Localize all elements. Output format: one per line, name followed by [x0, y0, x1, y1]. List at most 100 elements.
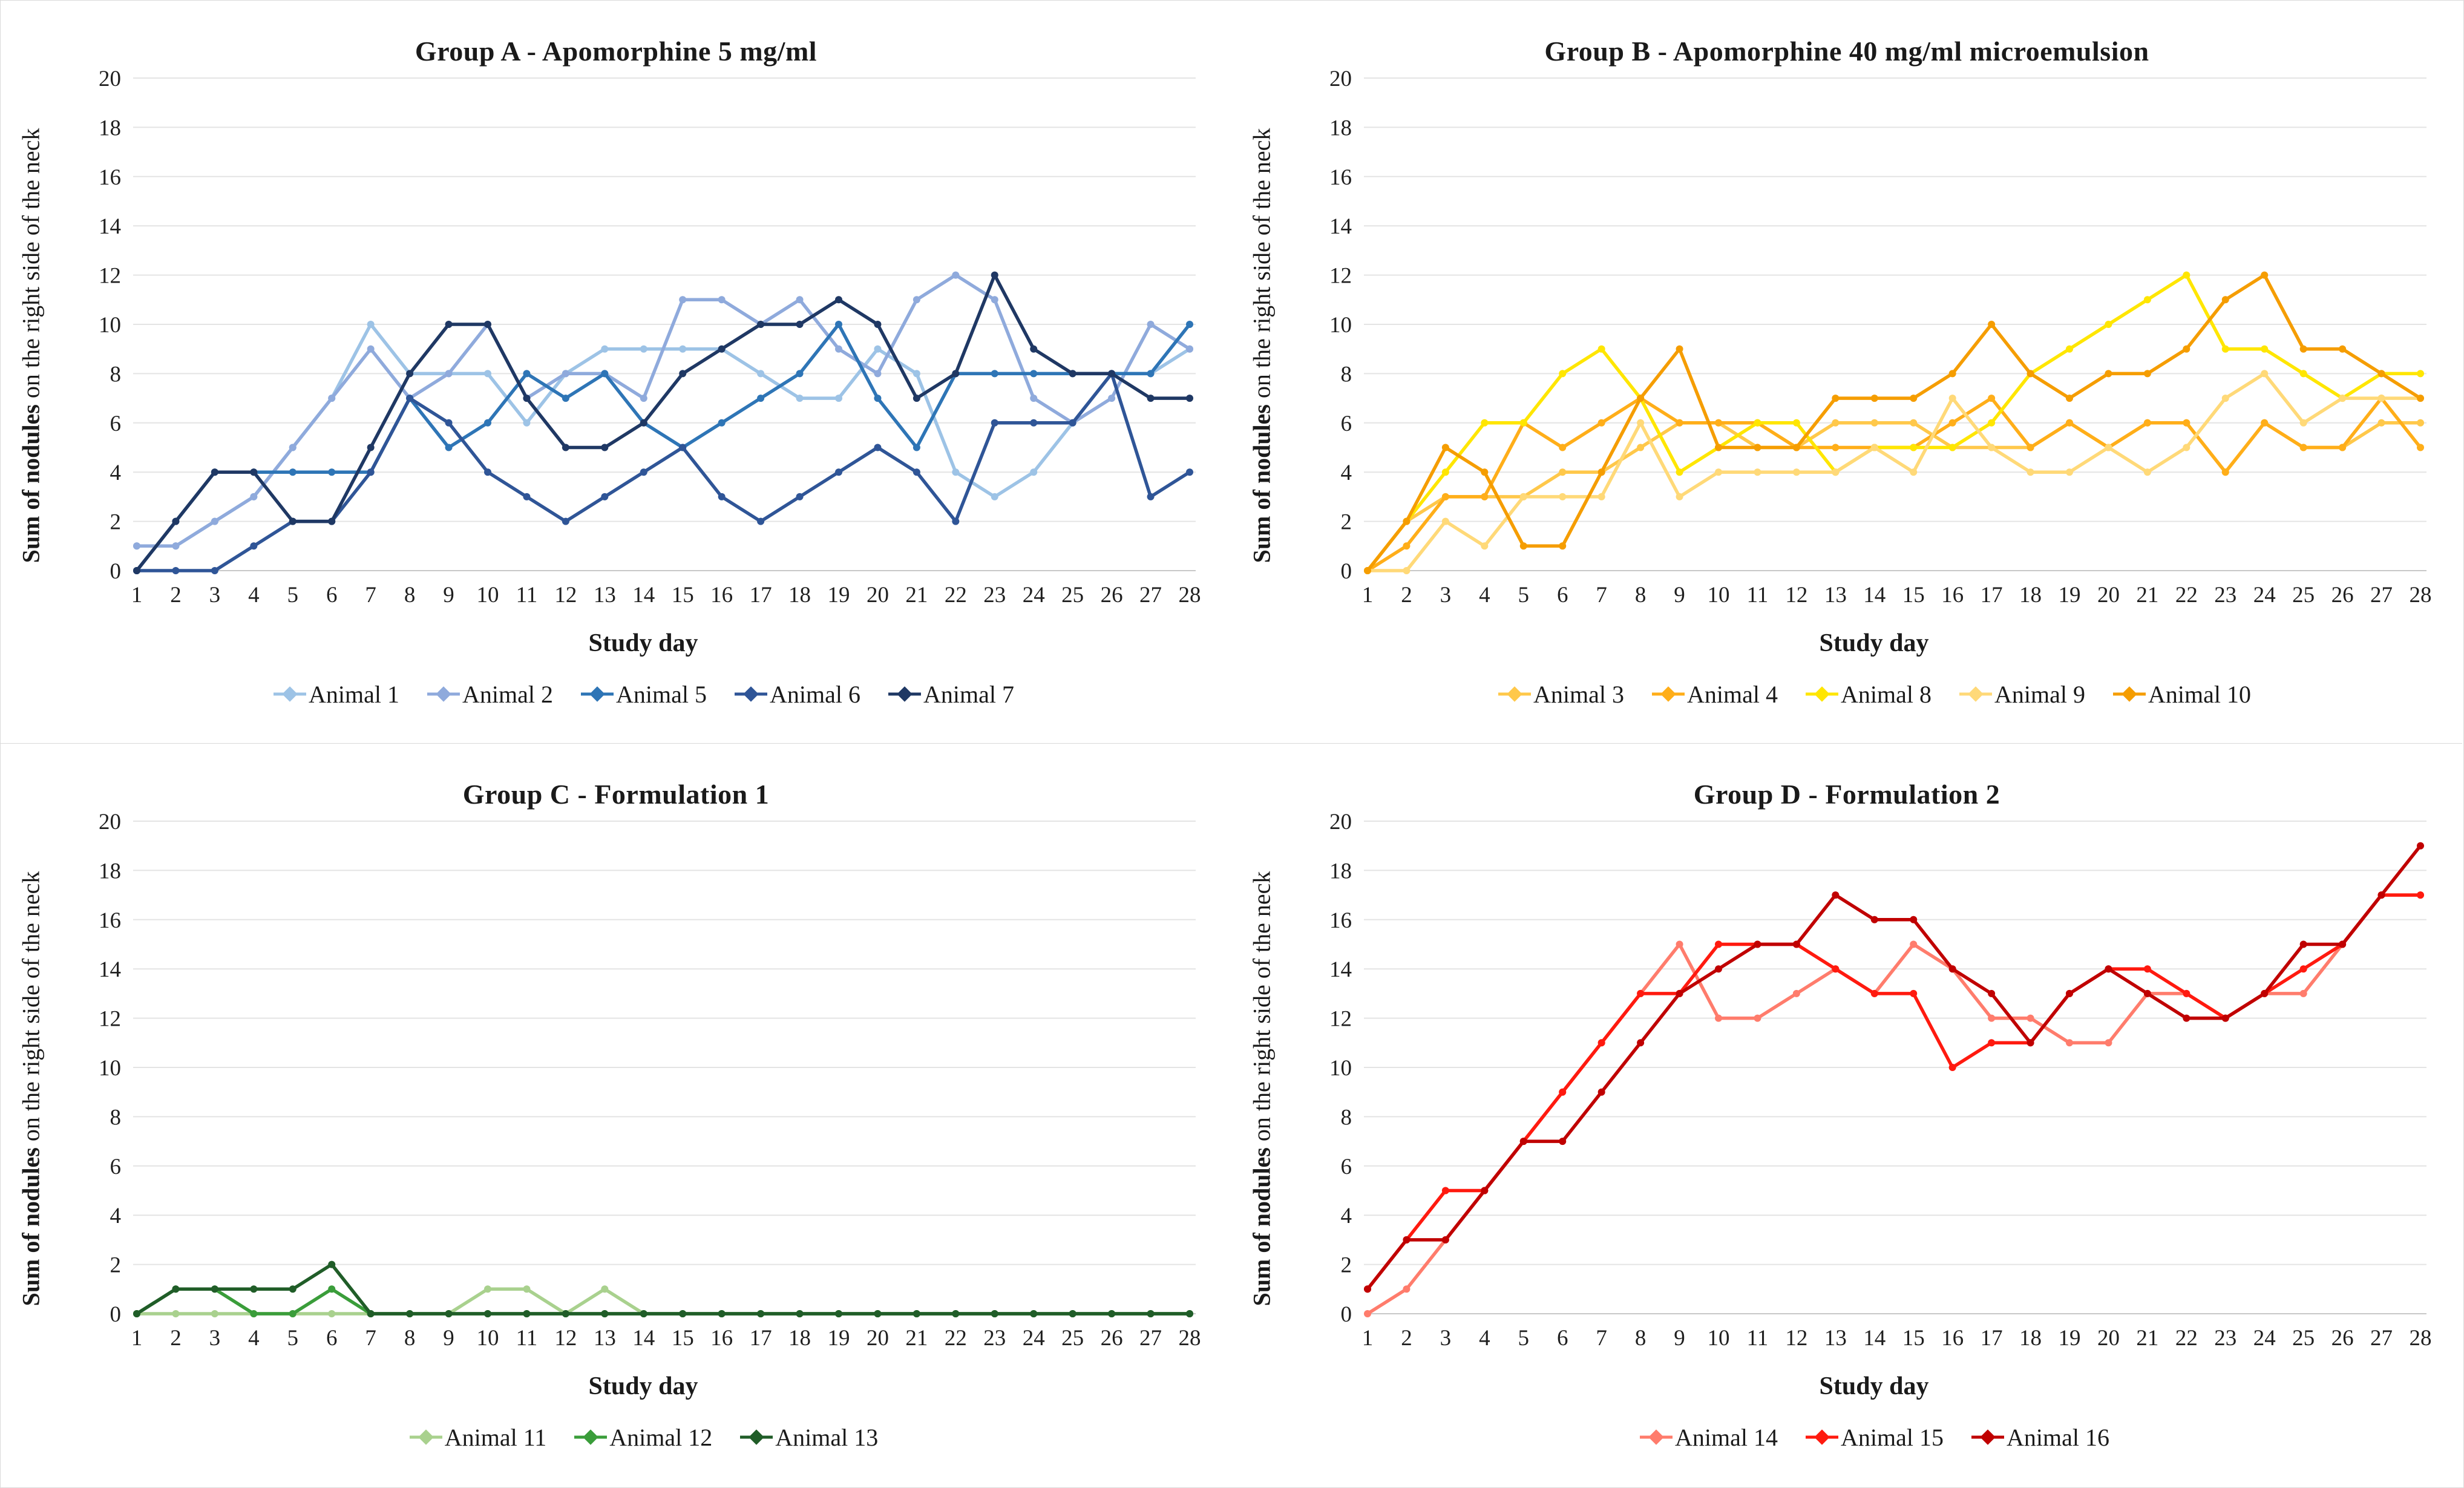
data-point: [172, 1310, 180, 1317]
legend-label: Animal 4: [1687, 680, 1778, 708]
x-tick-label: 12: [1785, 1326, 1807, 1351]
data-point: [1186, 345, 1193, 353]
x-tick-label: 22: [945, 583, 967, 608]
data-point: [757, 321, 765, 328]
data-point: [328, 468, 336, 476]
data-point: [913, 395, 920, 402]
x-tick-label: 12: [554, 583, 577, 608]
y-axis-label: Sum of nodules on the right side of the …: [17, 871, 45, 1306]
data-point: [2261, 989, 2269, 997]
data-point: [1559, 493, 1567, 500]
data-point: [1754, 940, 1761, 948]
data-point: [1441, 444, 1449, 451]
x-tick-label: 5: [1518, 1326, 1530, 1351]
series-line-animal-12: [135, 1287, 1191, 1316]
data-point: [2377, 419, 2385, 427]
data-point: [1597, 1088, 1605, 1096]
x-tick-label: 15: [672, 583, 694, 608]
data-point: [1597, 419, 1605, 427]
data-point: [952, 468, 960, 476]
y-tick-label: 0: [1341, 1302, 1352, 1327]
data-point: [1754, 444, 1761, 451]
y-tick-label: 16: [1329, 165, 1352, 190]
legend-marker-icon: [409, 1429, 442, 1445]
data-point: [1519, 419, 1527, 427]
data-point: [2105, 321, 2112, 328]
data-point: [679, 345, 687, 353]
data-point: [484, 370, 491, 378]
data-point: [1637, 395, 1645, 402]
y-tick-label: 10: [1329, 1056, 1352, 1081]
data-point: [1147, 493, 1155, 500]
legend-item-animal-4: Animal 4: [1651, 680, 1778, 709]
data-point: [1108, 370, 1116, 378]
panel-group-c: Group C - Formulation 1 Sum of nodules o…: [1, 744, 1231, 1486]
data-point: [718, 1310, 726, 1317]
data-point: [1403, 1236, 1411, 1244]
data-point: [1988, 444, 1996, 451]
data-point: [1519, 493, 1527, 500]
data-point: [1030, 370, 1038, 378]
data-point: [250, 493, 258, 500]
x-tick-label: 24: [2253, 583, 2276, 608]
data-point: [2377, 891, 2385, 899]
legend-item-animal-16: Animal 16: [1970, 1423, 2109, 1452]
data-point: [1559, 542, 1567, 550]
data-point: [1832, 965, 1840, 973]
y-axis-label-wrap: Sum of nodules on the right side of the …: [1, 810, 61, 1367]
data-point: [1186, 1310, 1193, 1317]
data-point: [172, 517, 180, 525]
data-point: [1403, 567, 1411, 574]
y-tick-label: 4: [110, 1204, 122, 1228]
y-tick-label: 18: [99, 859, 121, 883]
data-point: [1832, 891, 1840, 899]
data-point: [2105, 370, 2112, 378]
data-point: [133, 1310, 140, 1317]
x-tick-label: 10: [1708, 583, 1730, 608]
data-point: [523, 419, 531, 427]
data-point: [1403, 1285, 1411, 1293]
data-point: [1754, 419, 1761, 427]
x-tick-label: 28: [1179, 583, 1201, 608]
data-point: [1715, 965, 1722, 973]
legend-label: Animal 11: [444, 1423, 547, 1451]
y-axis-label-wrap: Sum of nodules on the right side of the …: [1231, 810, 1292, 1367]
data-point: [1030, 468, 1038, 476]
data-point: [2417, 842, 2424, 850]
data-point: [1030, 395, 1038, 402]
data-point: [2143, 989, 2151, 997]
data-point: [1637, 419, 1645, 427]
legend-item-animal-10: Animal 10: [2112, 680, 2251, 709]
data-point: [835, 296, 842, 304]
x-tick-label: 18: [2019, 1326, 2042, 1351]
x-tick-label: 22: [945, 1326, 967, 1351]
data-point: [679, 296, 687, 304]
legend-label: Animal 3: [1533, 680, 1625, 708]
x-axis-title: Study day: [588, 1372, 698, 1400]
x-tick-label: 21: [2136, 583, 2158, 608]
y-tick-label: 6: [110, 411, 122, 436]
legend-item-animal-2: Animal 2: [426, 680, 553, 709]
series-line-animal-8: [1366, 273, 2422, 572]
legend-marker-icon: [740, 1429, 773, 1445]
data-point: [2105, 965, 2112, 973]
x-tick-label: 17: [750, 1326, 772, 1351]
data-point: [1832, 468, 1840, 476]
x-tick-label: 5: [287, 1326, 299, 1351]
x-tick-label: 21: [905, 1326, 928, 1351]
y-tick-label: 10: [1329, 313, 1352, 338]
y-tick-label: 20: [99, 810, 121, 834]
y-tick-label: 12: [99, 1007, 121, 1032]
data-point: [1676, 989, 1683, 997]
data-point: [172, 542, 180, 550]
y-tick-label: 8: [110, 362, 122, 387]
data-point: [445, 1310, 453, 1317]
panel-b-title: Group B - Apomorphine 40 mg/ml microemul…: [1544, 36, 2149, 67]
x-tick-label: 25: [1061, 583, 1084, 608]
x-tick-label: 16: [1941, 1326, 1964, 1351]
data-point: [1792, 940, 1800, 948]
data-point: [1637, 989, 1645, 997]
series-line-animal-10: [1366, 273, 2422, 572]
data-point: [211, 1285, 218, 1293]
